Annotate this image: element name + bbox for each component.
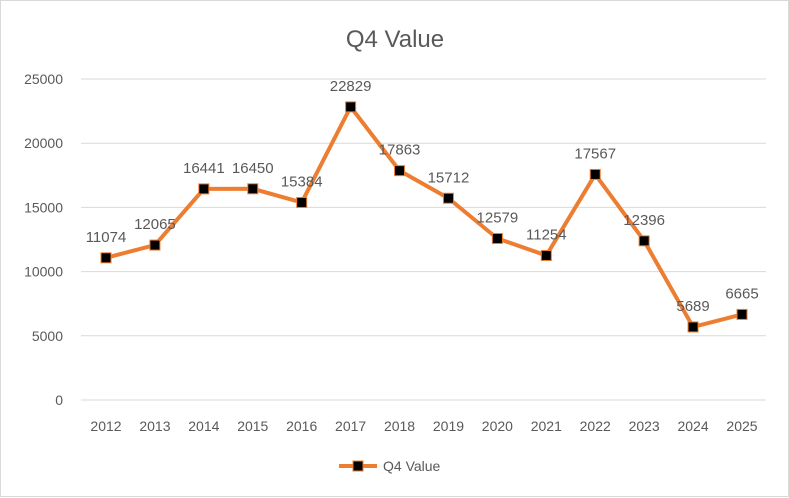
x-tick-label: 2023 [629,418,660,434]
x-tick-label: 2024 [677,418,708,434]
x-tick-label: 2016 [286,418,317,434]
data-label: 5689 [676,298,709,315]
data-point [491,232,503,244]
data-point [687,321,699,333]
y-tick-label: 0 [55,392,63,408]
x-tick-label: 2021 [531,418,562,434]
x-tick-label: 2018 [384,418,415,434]
data-label: 16441 [183,160,225,177]
x-tick-label: 2012 [90,418,121,434]
x-tick-label: 2014 [188,418,219,434]
data-point [100,252,112,264]
y-tick-label: 15000 [24,199,63,215]
data-label: 11254 [526,226,567,243]
x-tick-label: 2013 [139,418,170,434]
y-tick-label: 5000 [32,328,63,344]
x-tick-label: 2019 [433,418,464,434]
chart-title: Q4 Value [346,26,444,53]
data-point [296,196,308,208]
data-label: 17863 [379,142,421,159]
data-point [442,192,454,204]
data-label: 12396 [623,212,665,229]
data-point [540,249,552,261]
series-line [105,104,743,329]
data-label: 11074 [86,229,127,246]
y-tick-label: 25000 [24,71,63,87]
data-label: 12065 [134,216,176,233]
x-tick-label: 2017 [335,418,366,434]
y-tick-label: 10000 [24,264,63,280]
data-point [247,183,259,195]
y-tick-label: 20000 [24,135,63,151]
data-label: 12579 [477,209,519,226]
x-tick-label: 2025 [726,418,757,434]
data-label: 17567 [574,145,616,162]
data-point [589,168,601,180]
x-tick-label: 2015 [237,418,268,434]
x-tick-label: 2020 [482,418,513,434]
data-label: 22829 [330,78,372,95]
data-label: 15384 [281,173,323,190]
data-point [149,239,161,251]
data-point [638,235,650,247]
legend-label: Q4 Value [383,458,441,474]
data-label: 15712 [428,169,470,186]
data-label: 6665 [725,285,758,302]
data-point [736,308,748,320]
legend-marker [352,460,364,472]
data-point [198,183,210,195]
x-tick-label: 2022 [580,418,611,434]
legend: Q4 Value [339,458,441,474]
data-point [345,101,357,113]
data-label: 16450 [232,160,274,177]
data-point [394,165,406,177]
